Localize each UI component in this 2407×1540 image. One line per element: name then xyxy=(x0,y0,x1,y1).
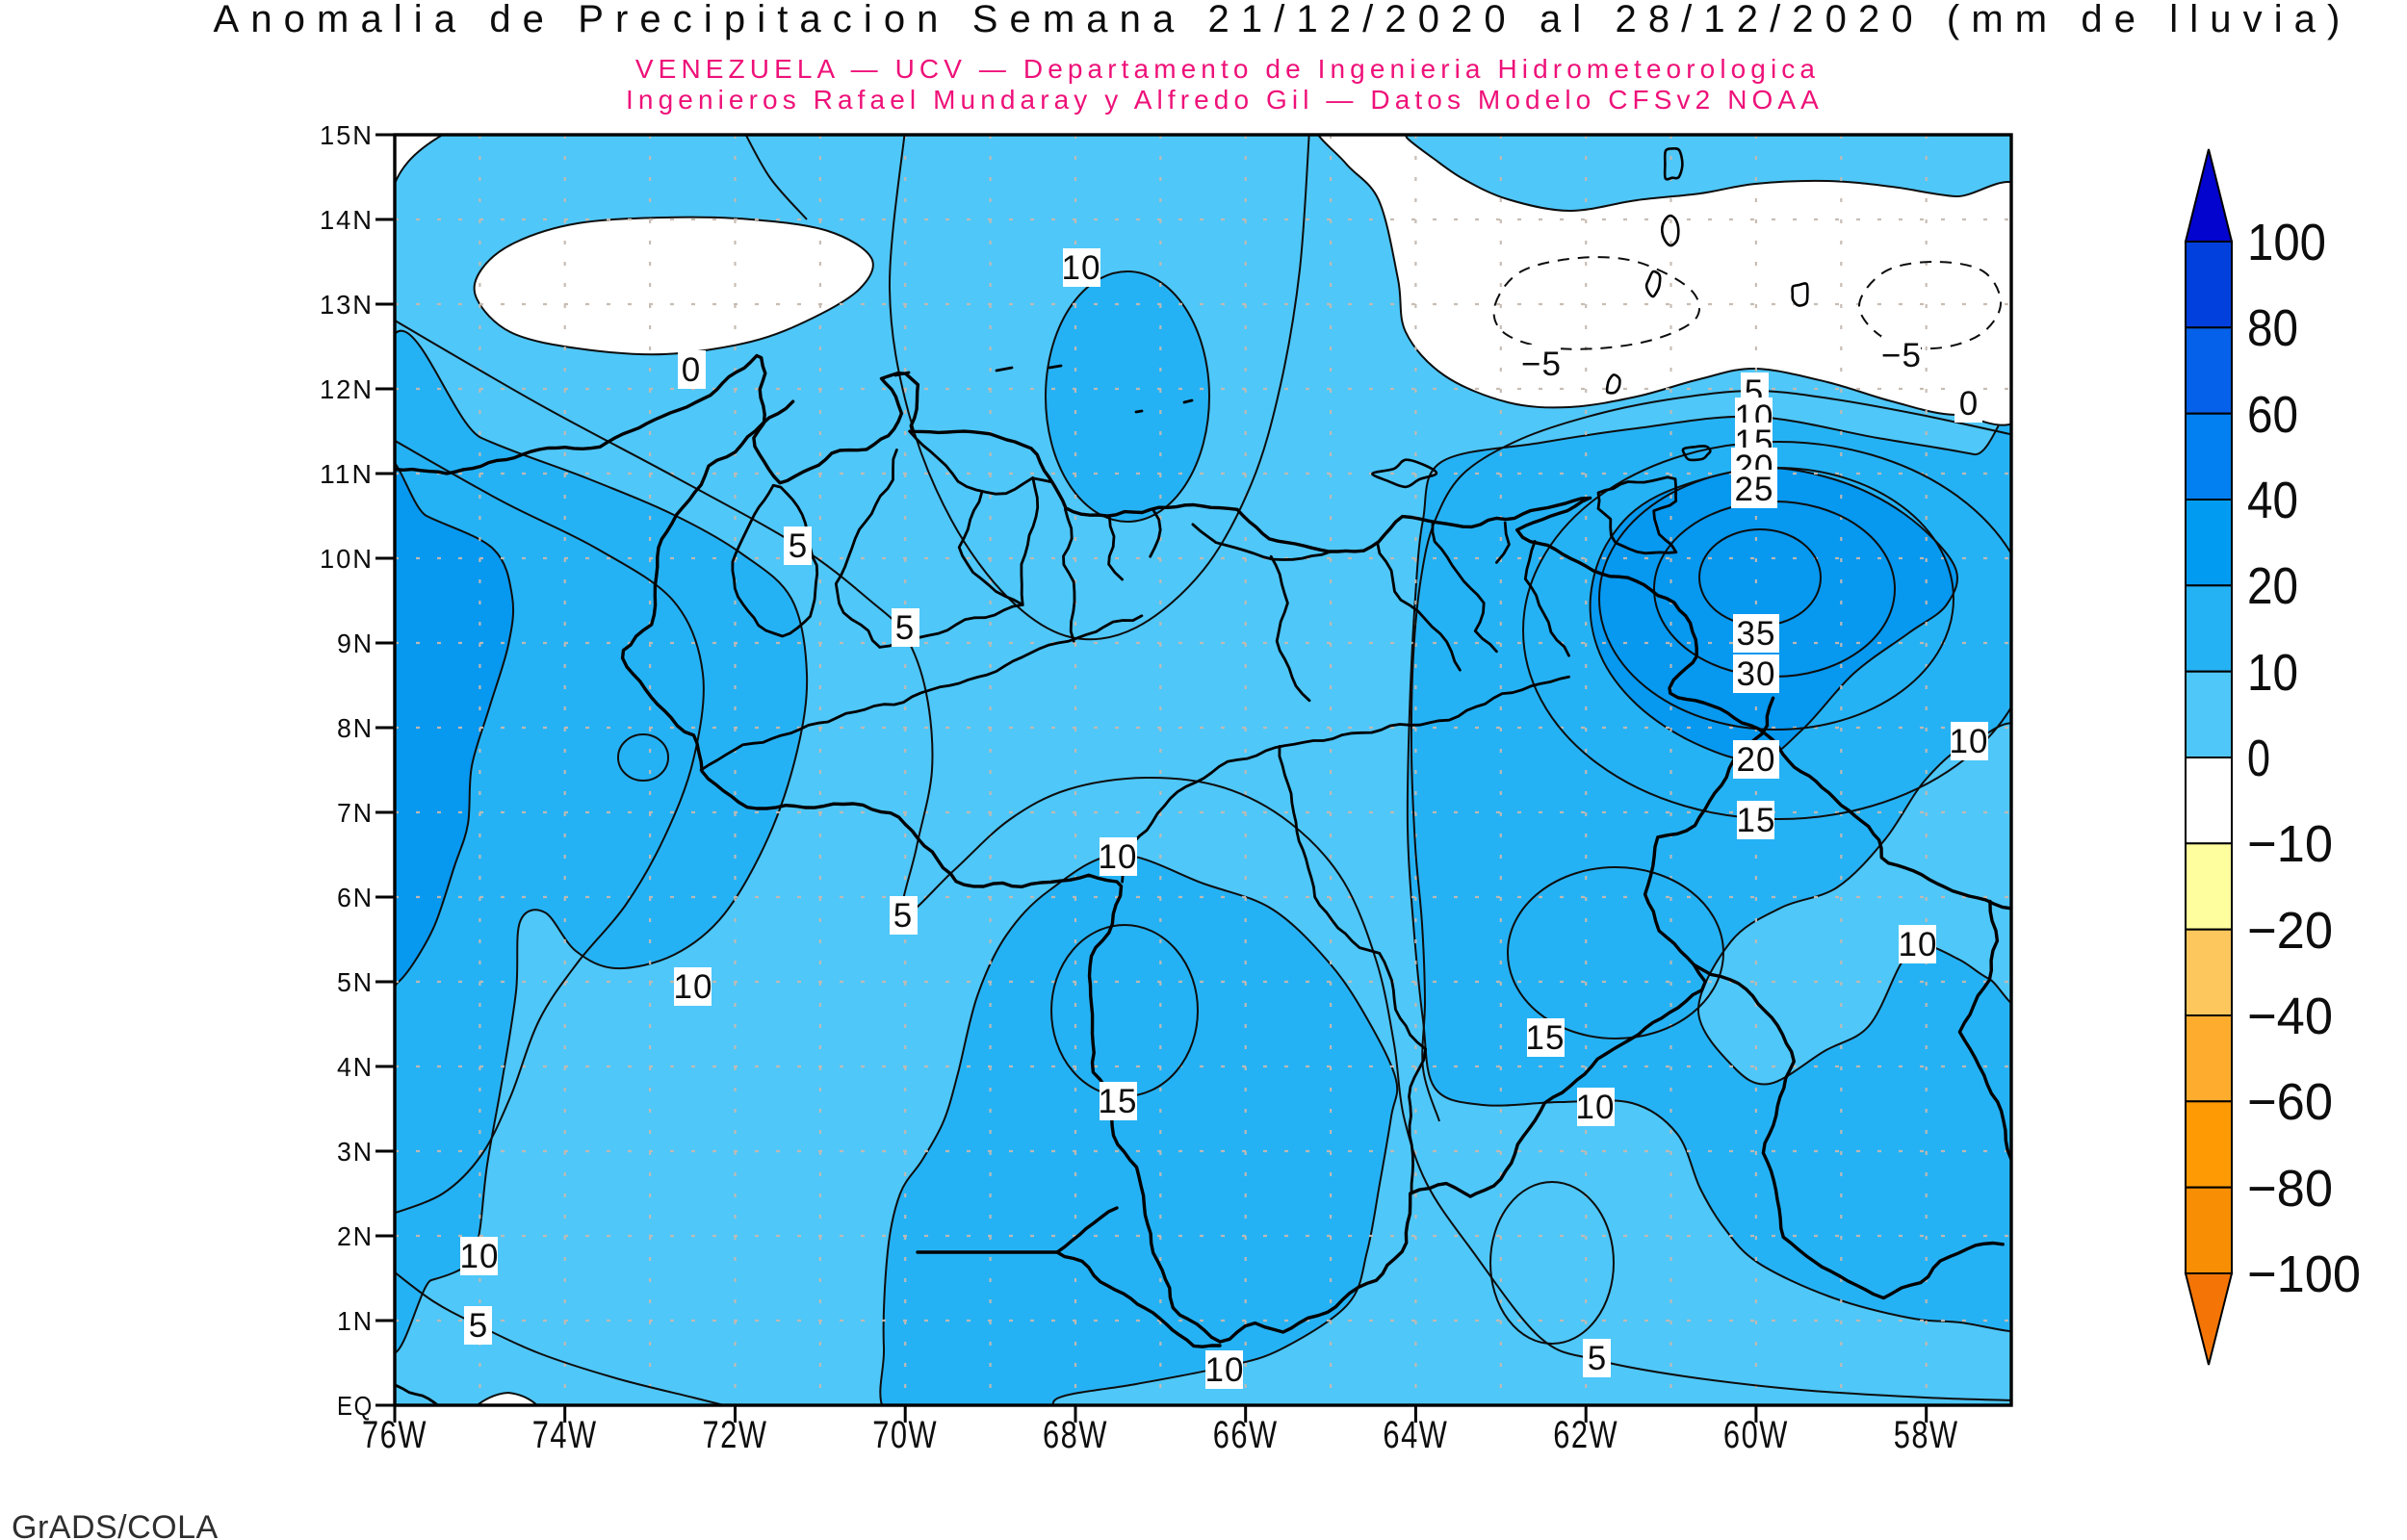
svg-text:7N: 7N xyxy=(337,798,374,828)
svg-text:0: 0 xyxy=(682,351,701,389)
svg-text:5: 5 xyxy=(789,527,808,565)
svg-text:GrADS/COLA: GrADS/COLA xyxy=(12,1509,219,1540)
svg-text:−20: −20 xyxy=(2247,902,2333,960)
svg-text:10: 10 xyxy=(1576,1089,1616,1126)
svg-text:76W: 76W xyxy=(362,1414,427,1456)
svg-text:25: 25 xyxy=(1735,471,1774,508)
svg-text:72W: 72W xyxy=(703,1414,768,1456)
svg-text:3N: 3N xyxy=(337,1137,374,1167)
svg-text:5: 5 xyxy=(1588,1340,1607,1377)
svg-text:2N: 2N xyxy=(337,1221,374,1251)
svg-text:0: 0 xyxy=(2247,730,2270,787)
svg-text:10N: 10N xyxy=(320,544,374,574)
svg-text:10: 10 xyxy=(1205,1351,1245,1389)
svg-text:−40: −40 xyxy=(2247,988,2333,1045)
svg-text:74W: 74W xyxy=(532,1414,598,1456)
svg-text:15: 15 xyxy=(1737,802,1776,839)
svg-text:5N: 5N xyxy=(337,967,374,997)
svg-text:5: 5 xyxy=(469,1307,488,1345)
svg-text:EQ: EQ xyxy=(337,1391,374,1421)
svg-text:10: 10 xyxy=(2247,644,2298,702)
svg-text:Anomalia de Precipitacion Sema: Anomalia de Precipitacion Semana 21/12/2… xyxy=(214,0,2352,40)
svg-text:6N: 6N xyxy=(337,883,374,912)
svg-text:−5: −5 xyxy=(1881,337,1922,374)
svg-text:5: 5 xyxy=(895,609,915,647)
svg-text:20: 20 xyxy=(1737,741,1776,779)
svg-text:35: 35 xyxy=(1737,615,1776,653)
svg-text:9N: 9N xyxy=(337,629,374,658)
svg-text:10: 10 xyxy=(460,1238,500,1275)
svg-text:−80: −80 xyxy=(2247,1160,2333,1218)
svg-text:66W: 66W xyxy=(1213,1414,1279,1456)
svg-text:−100: −100 xyxy=(2247,1245,2361,1303)
svg-text:58W: 58W xyxy=(1894,1414,1959,1456)
svg-text:12N: 12N xyxy=(320,374,374,404)
svg-text:10: 10 xyxy=(1099,838,1138,876)
svg-text:15N: 15N xyxy=(320,120,374,150)
svg-text:20: 20 xyxy=(2247,557,2298,615)
svg-text:0: 0 xyxy=(1959,385,1979,423)
svg-text:60: 60 xyxy=(2247,386,2298,444)
svg-text:1N: 1N xyxy=(337,1306,374,1336)
svg-text:62W: 62W xyxy=(1553,1414,1618,1456)
svg-text:10: 10 xyxy=(1950,723,1989,760)
svg-text:15: 15 xyxy=(1099,1083,1138,1120)
svg-text:40: 40 xyxy=(2247,472,2298,529)
svg-text:5: 5 xyxy=(893,897,913,935)
svg-text:30: 30 xyxy=(1737,655,1776,693)
svg-text:80: 80 xyxy=(2247,299,2298,357)
svg-text:10: 10 xyxy=(674,968,713,1006)
svg-text:68W: 68W xyxy=(1043,1414,1108,1456)
svg-text:−60: −60 xyxy=(2247,1073,2333,1131)
svg-text:70W: 70W xyxy=(872,1414,938,1456)
svg-text:11N: 11N xyxy=(320,459,374,489)
svg-text:4N: 4N xyxy=(337,1052,374,1082)
svg-text:10: 10 xyxy=(1062,249,1101,287)
svg-text:−10: −10 xyxy=(2247,815,2333,873)
svg-text:−5: −5 xyxy=(1521,346,1562,383)
svg-text:14N: 14N xyxy=(320,205,374,235)
svg-text:Ingenieros Rafael Mundaray y A: Ingenieros Rafael Mundaray y Alfredo Gil… xyxy=(626,85,1824,115)
svg-text:10: 10 xyxy=(1899,926,1938,963)
svg-text:64W: 64W xyxy=(1383,1414,1448,1456)
svg-text:100: 100 xyxy=(2247,214,2326,271)
svg-text:60W: 60W xyxy=(1723,1414,1789,1456)
svg-text:8N: 8N xyxy=(337,713,374,743)
svg-text:13N: 13N xyxy=(320,290,374,320)
svg-text:15: 15 xyxy=(1526,1019,1566,1057)
svg-text:VENEZUELA — UCV — Departamento: VENEZUELA — UCV — Departamento de Ingeni… xyxy=(635,54,1820,84)
